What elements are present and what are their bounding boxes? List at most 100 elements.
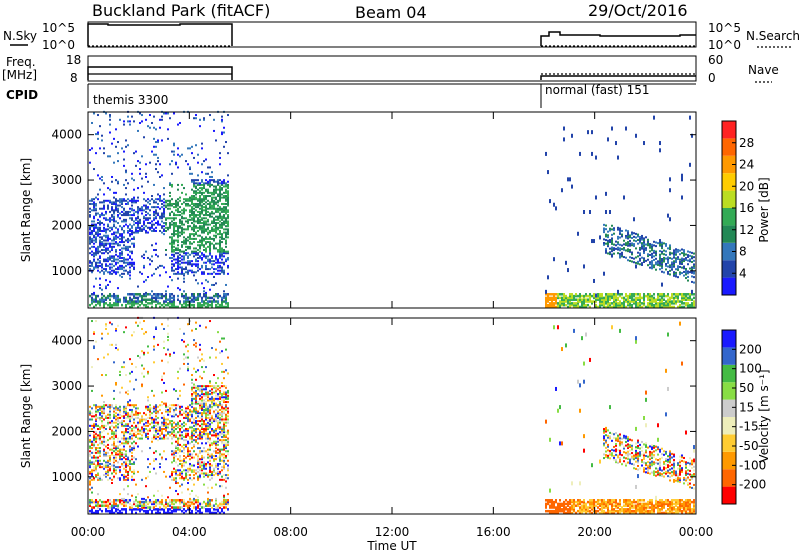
echo xyxy=(131,451,133,454)
echo xyxy=(635,296,637,300)
echo xyxy=(183,242,185,245)
echo xyxy=(107,332,109,335)
echo xyxy=(209,260,211,263)
echo xyxy=(177,153,179,156)
echo xyxy=(177,263,179,266)
echo xyxy=(125,247,127,250)
echo xyxy=(159,453,161,456)
echo xyxy=(171,429,173,432)
echo xyxy=(687,259,689,262)
echo xyxy=(187,256,189,259)
echo xyxy=(193,247,195,250)
echo xyxy=(177,241,179,244)
echo xyxy=(147,432,149,435)
nave-label: Nave xyxy=(748,63,779,77)
echo xyxy=(219,294,221,298)
echo xyxy=(155,249,157,252)
echo xyxy=(225,239,227,242)
echo xyxy=(207,413,209,416)
echo xyxy=(219,249,221,252)
echo xyxy=(129,502,131,506)
echo xyxy=(201,353,203,356)
echo xyxy=(199,302,201,305)
echo xyxy=(169,207,171,210)
echo xyxy=(209,470,211,473)
echo xyxy=(129,404,131,407)
echo xyxy=(119,300,121,303)
echo xyxy=(223,228,225,231)
echo xyxy=(615,244,617,247)
echo xyxy=(191,381,193,384)
echo xyxy=(659,264,661,267)
echo xyxy=(105,416,107,419)
echo xyxy=(195,250,197,253)
echo xyxy=(191,300,193,303)
echo xyxy=(153,183,155,186)
echo xyxy=(151,226,153,229)
echo xyxy=(637,298,639,301)
colorbar-tick-label: 20 xyxy=(739,179,754,193)
echo xyxy=(187,474,189,477)
echo xyxy=(111,247,113,250)
echo xyxy=(139,229,141,232)
echo xyxy=(195,439,197,442)
echo xyxy=(195,428,197,431)
echo xyxy=(137,199,139,202)
echo xyxy=(619,227,621,230)
echo xyxy=(159,118,161,121)
echo xyxy=(113,442,115,445)
echo xyxy=(101,394,103,397)
echo xyxy=(195,187,197,190)
echo xyxy=(197,249,199,252)
echo xyxy=(609,227,611,230)
echo xyxy=(663,253,665,256)
echo xyxy=(657,303,659,307)
echo xyxy=(139,504,141,507)
echo xyxy=(205,401,207,404)
echo xyxy=(121,256,123,259)
echo xyxy=(181,209,183,212)
echo xyxy=(121,502,123,506)
echo xyxy=(135,164,137,167)
echo xyxy=(219,233,221,236)
echo xyxy=(119,212,121,215)
echo xyxy=(113,467,115,470)
echo xyxy=(651,303,653,307)
echo xyxy=(185,428,187,431)
echo xyxy=(677,305,679,309)
echo xyxy=(189,474,191,477)
echo xyxy=(209,303,211,307)
echo xyxy=(91,500,93,504)
echo xyxy=(175,389,177,392)
echo xyxy=(139,161,141,164)
echo xyxy=(223,294,225,298)
echo xyxy=(107,234,109,237)
echo xyxy=(89,499,91,502)
echo xyxy=(669,302,671,305)
echo xyxy=(155,253,157,256)
echo xyxy=(105,508,107,511)
echo xyxy=(611,242,613,245)
echo xyxy=(637,235,639,238)
echo xyxy=(219,215,221,218)
echo xyxy=(127,231,129,234)
echo xyxy=(201,506,203,509)
echo xyxy=(195,247,197,250)
echo xyxy=(187,296,189,300)
echo xyxy=(187,504,189,507)
echo xyxy=(197,229,199,232)
echo xyxy=(193,343,195,346)
echo xyxy=(111,509,113,513)
echo xyxy=(203,228,205,231)
echo xyxy=(193,506,195,509)
echo xyxy=(203,408,205,411)
echo xyxy=(221,210,223,213)
echo xyxy=(157,300,159,303)
echo xyxy=(147,405,149,408)
echo xyxy=(205,236,207,239)
echo xyxy=(135,426,137,429)
echo xyxy=(135,222,137,225)
echo xyxy=(161,226,163,229)
echo xyxy=(165,222,167,225)
echo xyxy=(213,229,215,232)
